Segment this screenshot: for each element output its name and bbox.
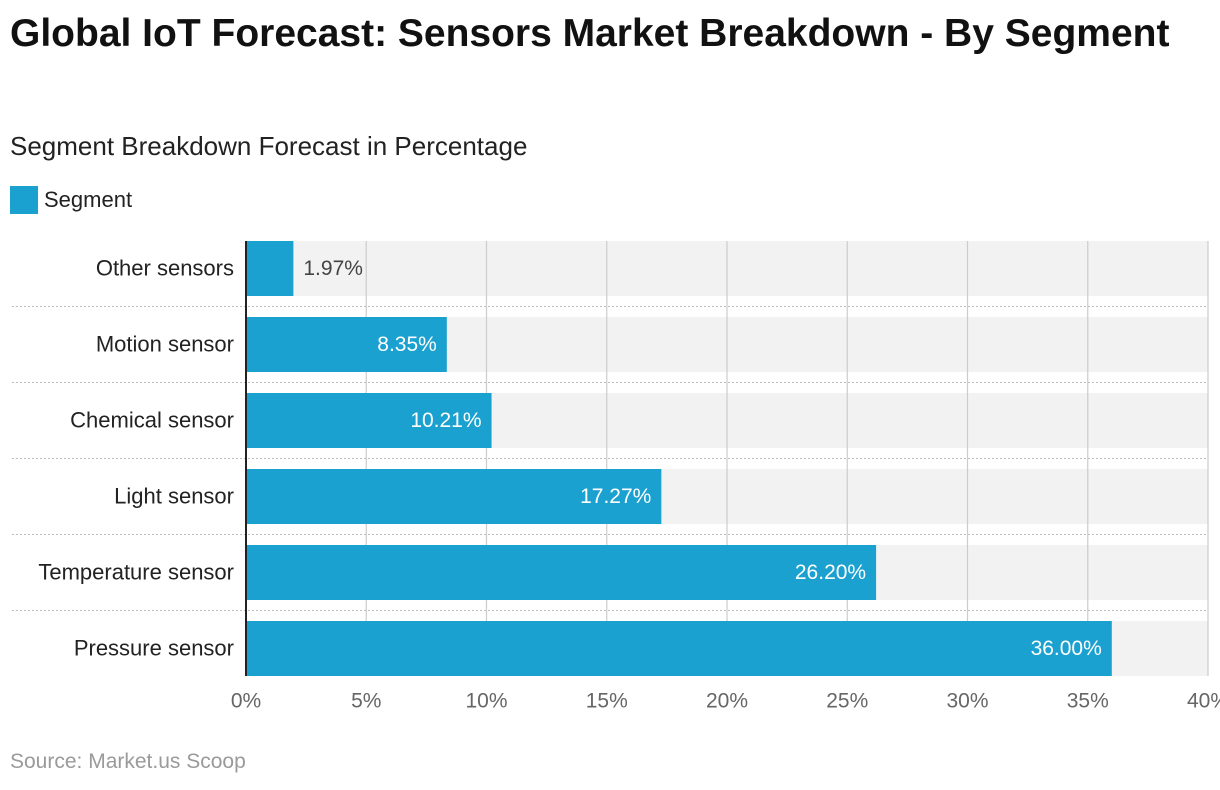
bar (246, 545, 877, 600)
x-tick-label: 30% (946, 690, 988, 713)
category-label: Motion sensor (96, 331, 234, 356)
bar (246, 469, 662, 524)
chart-title: Global IoT Forecast: Sensors Market Brea… (10, 12, 1170, 55)
data-label: 17.27% (580, 485, 651, 508)
category-label: Pressure sensor (74, 635, 234, 660)
data-label: 8.35% (377, 333, 437, 356)
category-label: Temperature sensor (38, 559, 234, 584)
legend-label: Segment (44, 187, 133, 212)
bar (246, 241, 294, 296)
category-label: Chemical sensor (70, 407, 234, 432)
x-tick-label: 20% (706, 690, 748, 713)
data-label: 10.21% (410, 409, 481, 432)
chart-subtitle: Segment Breakdown Forecast in Percentage (10, 131, 528, 161)
category-label: Light sensor (114, 483, 234, 508)
bar (246, 621, 1112, 676)
x-tick-label: 25% (826, 690, 868, 713)
legend-swatch (10, 186, 38, 214)
x-tick-label: 10% (465, 690, 507, 713)
data-label: 1.97% (303, 257, 363, 280)
x-tick-label: 5% (351, 690, 381, 713)
x-tick-label: 35% (1067, 690, 1109, 713)
data-label: 26.20% (795, 561, 866, 584)
bar (246, 393, 492, 448)
x-tick-label: 0% (231, 690, 261, 713)
bar-chart: Other sensors 1.97% Motion sensor 8.35% Chem… (12, 241, 1220, 713)
data-label: 36.00% (1031, 637, 1102, 660)
x-tick-label: 40% (1187, 690, 1220, 713)
x-tick-label: 15% (586, 690, 628, 713)
source-note: Source: Market.us Scoop (10, 750, 246, 773)
category-label: Other sensors (96, 255, 234, 280)
legend: Segment (10, 184, 132, 216)
bar (246, 317, 447, 372)
